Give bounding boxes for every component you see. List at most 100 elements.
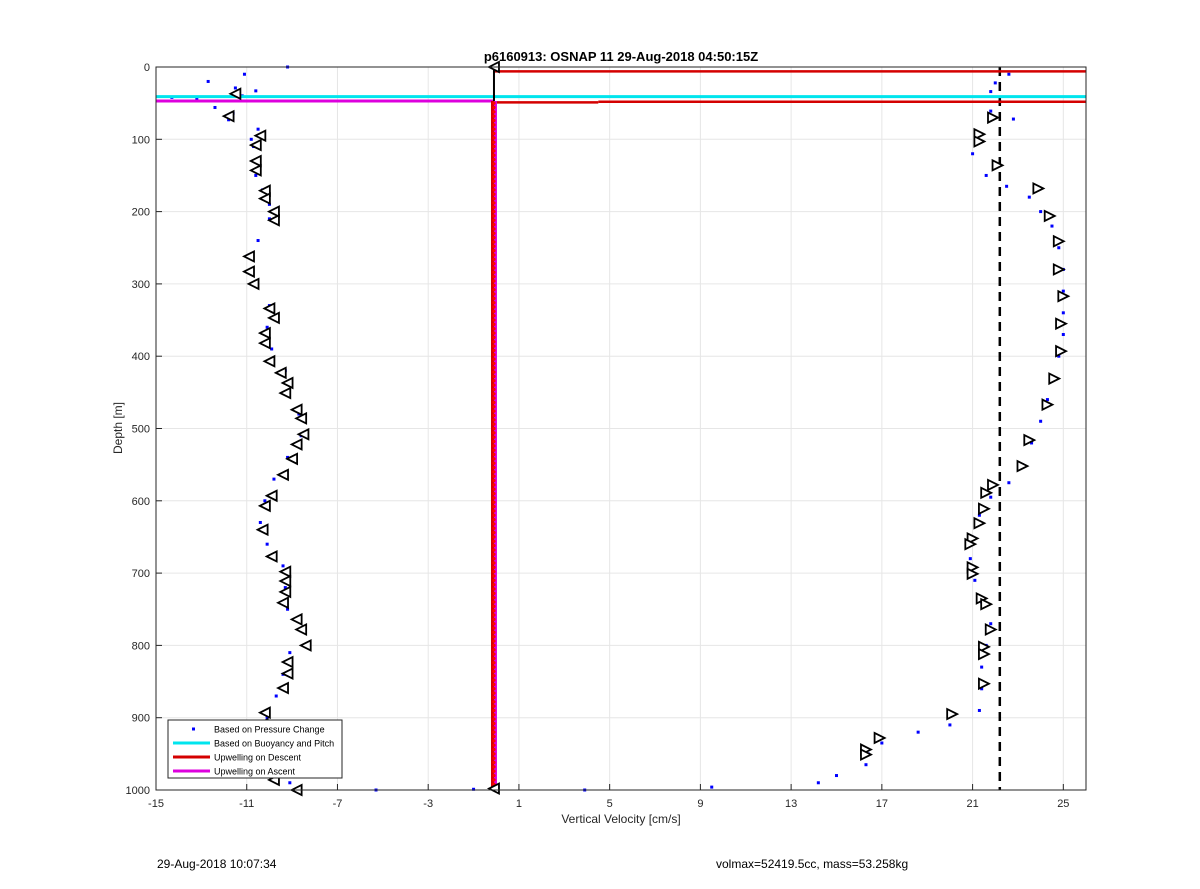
descent-marker <box>278 574 292 588</box>
footer-float-params: volmax=52419.5cc, mass=53.258kg <box>716 857 909 871</box>
upwelling-vertical-point <box>492 517 496 522</box>
upwelling-vertical-point <box>492 743 496 747</box>
legend-label: Upwelling on Descent <box>214 753 302 763</box>
upwelling-vertical-point <box>492 105 496 110</box>
ascent-marker <box>987 111 1001 125</box>
descent-marker <box>257 499 271 513</box>
upwelling-vertical-point <box>492 296 496 300</box>
pressure-change-point <box>1005 184 1009 188</box>
upwelling-vertical-point <box>492 322 496 326</box>
upwelling-vertical-point <box>492 557 496 561</box>
pressure-change-point <box>834 774 838 778</box>
upwelling-vertical-point <box>492 366 496 370</box>
x-tick-label: 13 <box>785 798 797 810</box>
upwelling-vertical-point <box>492 218 496 222</box>
descent-marker <box>246 277 260 291</box>
upwelling-vertical-point <box>492 639 496 643</box>
upwelling-vertical-point <box>492 392 496 396</box>
descent-marker <box>221 109 235 123</box>
upwelling-vertical-point <box>492 223 496 227</box>
pressure-change-point <box>989 90 993 94</box>
upwelling-vertical-point <box>492 661 496 665</box>
descent-marker <box>280 667 294 681</box>
x-tick-label: 21 <box>966 798 978 810</box>
ascent-marker <box>860 748 873 762</box>
descent-marker <box>264 489 278 503</box>
upwelling-vertical-point <box>492 778 496 782</box>
ascent-marker <box>1016 459 1030 473</box>
upwelling-vertical-point <box>492 157 496 162</box>
upwelling-vertical-point <box>492 183 496 188</box>
upwelling-vertical-point <box>492 170 496 175</box>
upwelling-vertical-point <box>492 596 496 600</box>
pressure-change-point <box>1007 72 1011 76</box>
x-tick-label: 9 <box>697 798 703 810</box>
pressure-change-point <box>984 173 988 177</box>
upwelling-vertical-point <box>492 426 496 431</box>
upwelling-vertical-point <box>492 188 496 192</box>
pressure-change-point <box>227 118 231 122</box>
upwelling-vertical-point <box>492 695 496 700</box>
pressure-change-point <box>1057 354 1061 358</box>
pressure-change-point <box>971 152 975 156</box>
upwelling-vertical-point <box>492 604 496 608</box>
upwelling-vertical-point <box>492 734 496 739</box>
descent-marker <box>253 129 267 143</box>
upwelling-vertical-point <box>492 656 496 661</box>
upwelling-vertical-point <box>492 457 496 461</box>
upwelling-vertical-point <box>492 765 496 769</box>
y-tick-label: 1000 <box>126 785 150 797</box>
pressure-change-point <box>286 607 290 611</box>
descent-marker <box>255 523 269 537</box>
upwelling-vertical-point <box>492 552 496 556</box>
descent-marker <box>294 623 308 636</box>
upwelling-vertical-point <box>492 500 496 504</box>
footer-timestamp: 29-Aug-2018 10:07:34 <box>157 857 277 871</box>
upwelling-vertical-point <box>492 700 496 704</box>
x-tick-label: -7 <box>333 798 343 810</box>
upwelling-vertical-point <box>492 131 496 136</box>
pressure-change-point <box>274 694 278 698</box>
upwelling-vertical-point <box>492 491 496 496</box>
pressure-change-point <box>973 578 977 582</box>
ascent-marker <box>984 623 998 636</box>
pressure-change-point <box>263 499 267 503</box>
upwelling-vertical-point <box>492 600 496 604</box>
descent-marker <box>266 205 280 219</box>
upwelling-vertical-point <box>492 249 496 253</box>
upwelling-vertical-point <box>492 531 496 535</box>
ascent-marker <box>1041 398 1055 412</box>
descent-marker <box>285 452 298 466</box>
pressure-change-point <box>256 239 260 243</box>
upwelling-vertical-point <box>492 201 496 205</box>
pressure-change-point <box>267 217 271 221</box>
pressure-change-point <box>288 781 292 785</box>
descent-marker <box>278 585 292 599</box>
upwelling-vertical-point <box>492 140 496 144</box>
ascent-marker <box>991 158 1005 172</box>
ascent-marker <box>978 677 991 691</box>
pressure-change-point <box>1011 117 1015 121</box>
upwelling-vertical-point <box>492 136 496 140</box>
upwelling-vertical-point <box>492 270 496 274</box>
ascent-marker <box>978 647 991 661</box>
descent-marker <box>257 706 271 720</box>
descent-marker <box>248 163 262 177</box>
upwelling-vertical-point <box>492 609 496 613</box>
upwelling-vertical-point <box>492 396 496 400</box>
upwelling-vertical-point <box>492 535 496 539</box>
x-axis-label: Vertical Velocity [cm/s] <box>561 812 680 826</box>
reference-lines <box>156 67 1086 791</box>
upwelling-vertical-point <box>492 318 496 322</box>
upwelling-vertical-point <box>492 210 496 214</box>
upwelling-vertical-point <box>492 422 496 426</box>
upwelling-vertical-point <box>492 314 496 318</box>
upwelling-vertical-point <box>492 630 496 634</box>
pressure-change-point <box>281 564 285 568</box>
ascent-marker <box>1055 317 1069 331</box>
upwelling-vertical-point <box>492 674 496 678</box>
x-tick-label: 17 <box>876 798 888 810</box>
upwelling-vertical-point <box>492 292 496 296</box>
descent-marker <box>289 437 303 451</box>
y-tick-label: 100 <box>132 134 150 146</box>
